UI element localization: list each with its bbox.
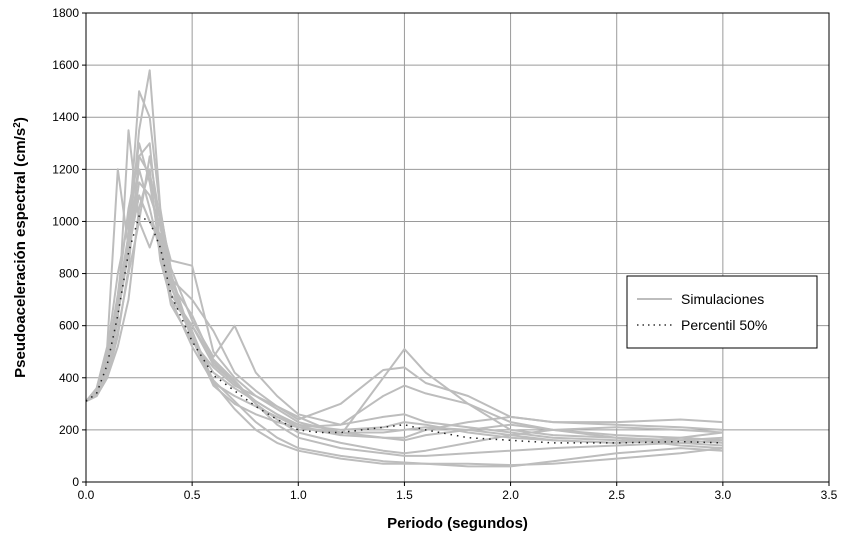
simulation-line — [85, 90, 723, 447]
percentile-line-group — [85, 215, 723, 444]
x-tick-label: 0.5 — [184, 488, 201, 502]
x-tick-labels: 0.0 0.5 1.0 1.5 2.0 2.5 3.0 3.5 — [78, 482, 838, 502]
x-tick-label: 2.5 — [608, 488, 625, 502]
y-tick-label: 600 — [59, 319, 79, 333]
x-axis-title: Periodo (segundos) — [387, 515, 528, 532]
legend-label-simulaciones: Simulaciones — [681, 291, 764, 307]
x-tick-label: 1.0 — [290, 488, 307, 502]
simulation-line — [85, 215, 724, 467]
y-axis-title: Pseudoaceleración espectral (cm/s2) — [12, 117, 30, 378]
simulation-line — [85, 194, 724, 444]
simulation-lines — [85, 69, 724, 468]
x-tick-label: 0.0 — [78, 488, 95, 502]
percentile-50-line — [85, 215, 723, 444]
y-tick-label: 200 — [59, 423, 79, 437]
simulation-line — [85, 142, 723, 444]
y-tick-label: 1000 — [52, 214, 79, 228]
y-tick-labels: 0 200 400 600 800 1000 1200 1400 1600 1800 — [52, 6, 86, 489]
y-axis-title-end: ) — [12, 117, 29, 122]
legend-label-percentil: Percentil 50% — [681, 317, 767, 333]
legend-box — [626, 275, 818, 349]
y-axis-title-superscript: 2 — [12, 122, 23, 128]
y-tick-label: 800 — [59, 267, 79, 281]
simulation-line — [85, 168, 723, 468]
x-tick-label: 3.0 — [715, 488, 732, 502]
x-tick-label: 1.5 — [396, 488, 413, 502]
y-tick-label: 1400 — [52, 110, 79, 124]
x-tick-label: 3.5 — [821, 488, 838, 502]
y-tick-label: 1800 — [52, 6, 79, 20]
legend: Simulaciones Percentil 50% — [626, 275, 818, 349]
grid — [85, 12, 830, 483]
simulation-line — [85, 168, 723, 457]
simulation-line — [85, 142, 723, 439]
y-tick-label: 0 — [72, 475, 79, 489]
y-tick-label: 400 — [59, 371, 79, 385]
x-tick-label: 2.0 — [502, 488, 519, 502]
y-tick-label: 1200 — [52, 162, 79, 176]
y-tick-label: 1600 — [52, 58, 79, 72]
plot-border — [85, 12, 830, 483]
y-axis-title-main: Pseudoaceleración espectral (cm/s — [12, 128, 29, 378]
